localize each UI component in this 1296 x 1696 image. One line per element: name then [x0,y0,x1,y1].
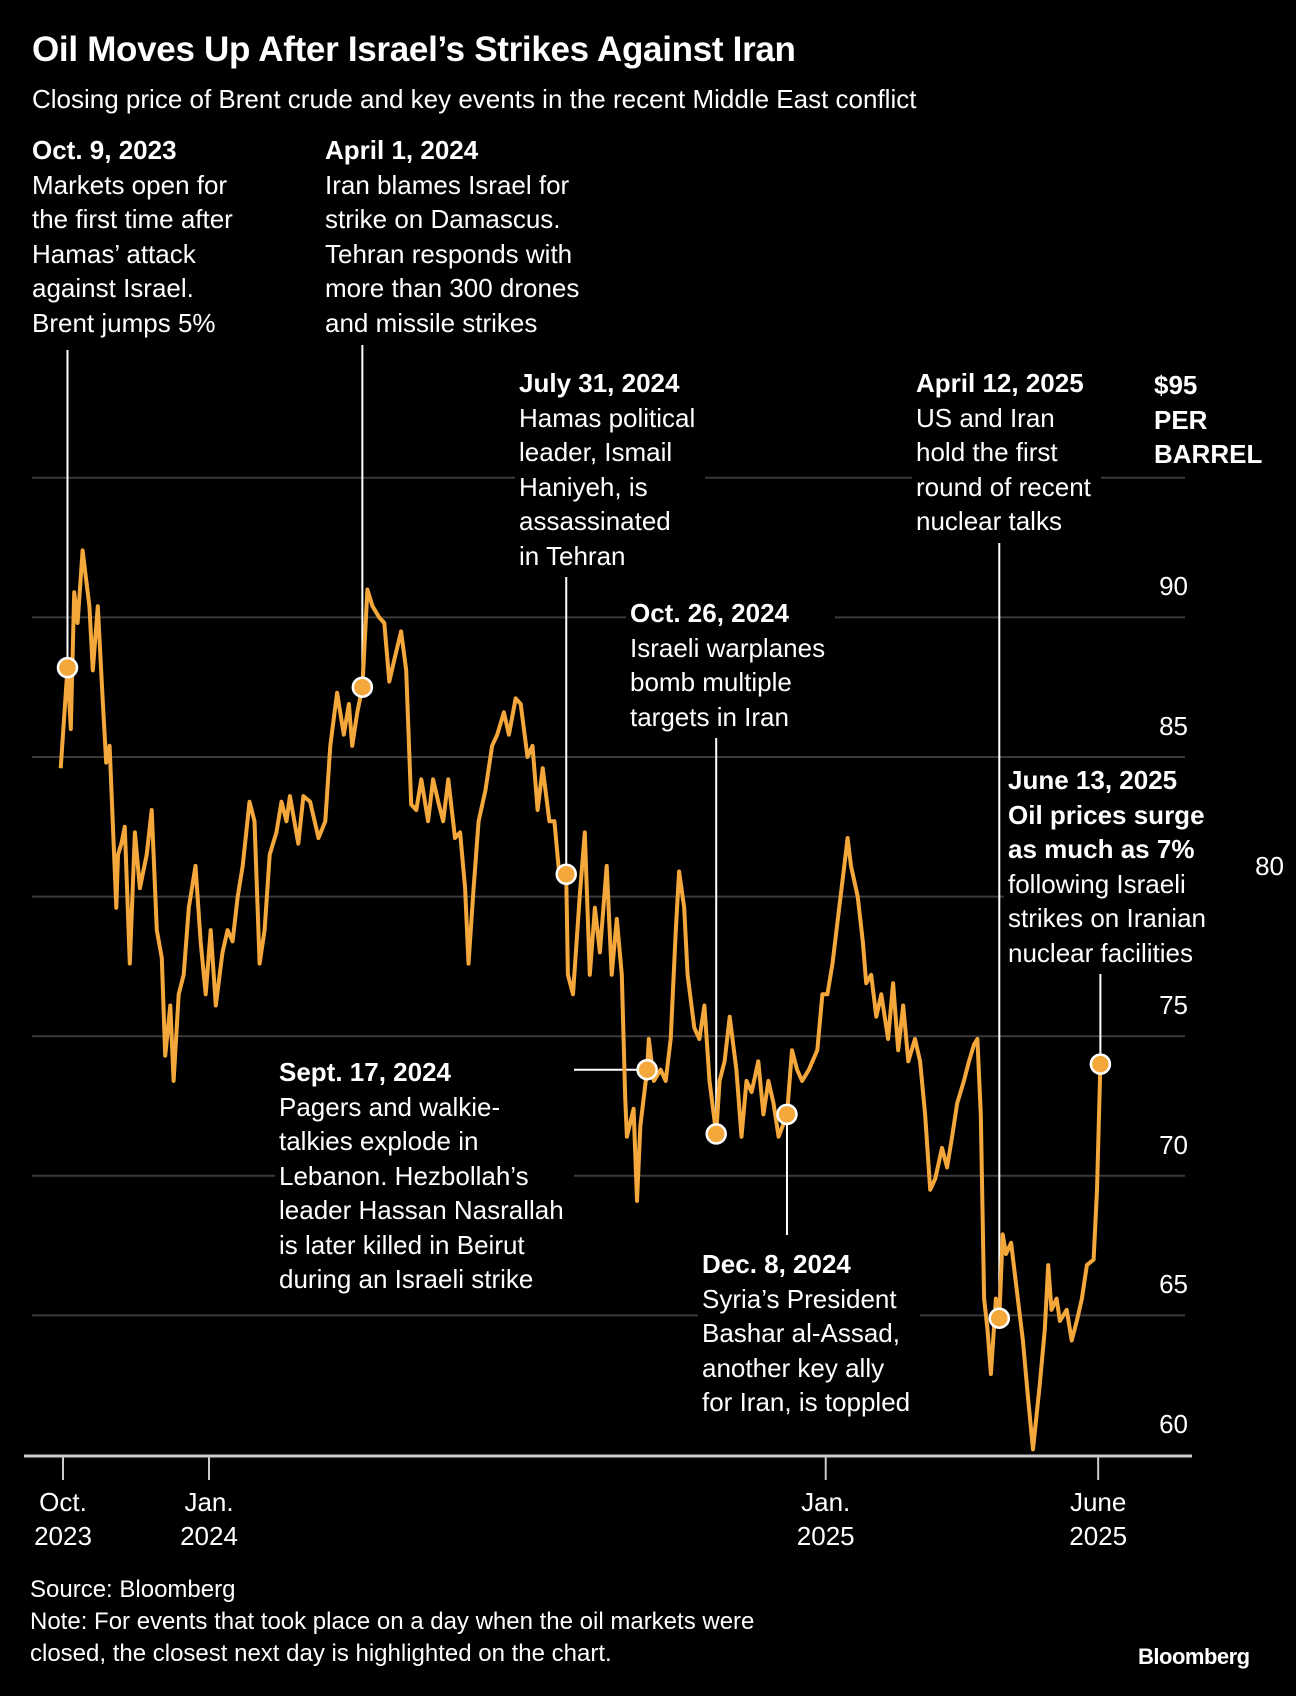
event-marker [988,1307,1011,1329]
x-tick-label: Jan. 2025 [766,1485,886,1553]
event-annotation-jun-2025: June 13, 2025 Oil prices surge as much a… [1004,763,1216,974]
event-text: nuclear facilities [1008,937,1193,968]
event-date: Dec. 8, 2024 [702,1249,851,1279]
chart-title: Oil Moves Up After Israel’s Strikes Agai… [32,30,796,69]
event-text: round of recent [916,471,1091,502]
brent-price-line [58,548,1103,1452]
event-text: Iran blames Israel for [325,169,570,200]
footer-notes: Source: Bloomberg Note: For events that … [30,1574,754,1670]
event-text: Markets open for [32,169,228,200]
event-marker [636,1058,658,1081]
event-annotation-apr-2025: April 12, 2025 US and Iran hold the firs… [912,366,1101,543]
y-tick-label: 90 [1159,571,1188,602]
event-text: Brent jumps 5% [32,307,216,338]
event-annotation-oct-2024: Oct. 26, 2024 Israeli warplanes bomb mul… [626,596,836,738]
event-text: targets in Iran [630,701,789,732]
note-text: closed, the closest next day is highligh… [30,1640,612,1667]
y-tick-label: 70 [1159,1129,1188,1160]
event-date: Sept. 17, 2024 [279,1055,461,1090]
event-text: leader Hassan Nasrallah [279,1195,564,1225]
event-date: Oct. 9, 2023 [32,135,177,165]
event-annotation-oct-2023: Oct. 9, 2023 Markets open for the first … [28,133,243,344]
x-tick-year: 2023 [34,1521,92,1551]
y-tick-label: 60 [1159,1409,1188,1439]
event-text: hold the first [916,437,1058,467]
event-text: talkies explode in [279,1126,479,1156]
source-text: Source: Bloomberg [30,1576,236,1603]
x-tick-label: Jan. 2024 [149,1485,269,1553]
y-tick-label: 75 [1159,990,1188,1021]
y-tick-label: 65 [1159,1269,1188,1300]
event-text: Syria’s President [702,1283,897,1314]
event-text: nuclear talks [916,506,1062,536]
x-tick-year: 2024 [180,1521,238,1551]
x-tick-month: June [1069,1487,1127,1517]
y-unit-label: $95 PER BARREL [1148,368,1269,472]
event-date: Oct. 26, 2024 [630,598,789,628]
x-tick-year: 2025 [1069,1521,1128,1551]
x-tick-month: Oct. [39,1487,87,1517]
x-tick-month: Jan. [801,1487,851,1517]
note-text: Note: For events that took place on a da… [30,1608,755,1635]
event-text: strikes on Iranian [1008,903,1206,933]
event-date: June 13, 2025 [1008,765,1178,795]
event-text: strike on Damascus. [325,204,561,234]
event-marker [1089,1053,1112,1075]
y-tick-label: 80 [1255,850,1284,881]
event-text: is later killed in Beirut [279,1229,525,1260]
event-annotation-apr-2024: April 1, 2024 Iran blames Israel for str… [321,133,590,344]
event-text: Hamas’ attack [32,238,196,269]
event-text: against Israel. [32,273,194,303]
x-tick-label: June 2025 [1038,1485,1158,1553]
event-text: another key ally [702,1352,885,1383]
event-text-bold: Oil prices surge [1008,799,1205,830]
event-text: bomb multiple [630,667,792,697]
x-tick-label: Oct. 2023 [3,1485,123,1553]
event-text: Tehran responds with [325,238,573,269]
event-text: Israeli warplanes [630,632,826,663]
event-text: for Iran, is toppled [702,1387,911,1417]
event-text: during an Israeli strike [279,1264,534,1294]
event-marker [705,1123,727,1145]
event-date: April 1, 2024 [325,135,479,165]
event-marker [56,656,79,679]
event-text: the first time after [32,204,233,234]
event-marker [555,863,577,886]
event-annotation-sep-2024: Sept. 17, 2024 Pagers and walkie- talkie… [275,1055,574,1301]
event-text-bold: as much as 7% [1008,834,1195,864]
event-annotation-jul-2024: July 31, 2024 Hamas political leader, Is… [515,366,706,577]
event-text: more than 300 drones [325,273,580,303]
x-tick-month: Jan. [184,1487,234,1517]
event-text: Lebanon. Hezbollah’s [279,1160,529,1191]
unit-line: BARREL [1154,439,1263,469]
event-text: in Tehran [519,540,626,571]
event-marker [776,1103,798,1126]
unit-line: PER [1154,404,1208,435]
unit-line: $95 [1154,370,1198,400]
event-text: US and Iran [916,402,1055,433]
event-text: Bashar al-Assad, [702,1318,900,1348]
event-text: assassinated [519,506,671,536]
event-date: July 31, 2024 [519,368,680,398]
event-text: Hamas political [519,402,696,433]
y-tick-label: 85 [1159,711,1188,741]
event-text: Haniyeh, is [519,471,648,502]
event-marker [351,676,374,698]
chart-subtitle: Closing price of Brent crude and key eve… [32,84,917,114]
event-text: Pagers and walkie- [279,1091,501,1122]
event-date: April 12, 2025 [916,368,1084,398]
event-text: and missile strikes [325,307,538,338]
event-annotation-dec-2024: Dec. 8, 2024 Syria’s President Bashar al… [698,1247,921,1424]
x-tick-year: 2025 [796,1521,855,1551]
event-text: leader, Ismail [519,437,673,467]
event-text: following Israeli [1008,868,1186,899]
bloomberg-logo: Bloomberg [1138,1644,1250,1669]
